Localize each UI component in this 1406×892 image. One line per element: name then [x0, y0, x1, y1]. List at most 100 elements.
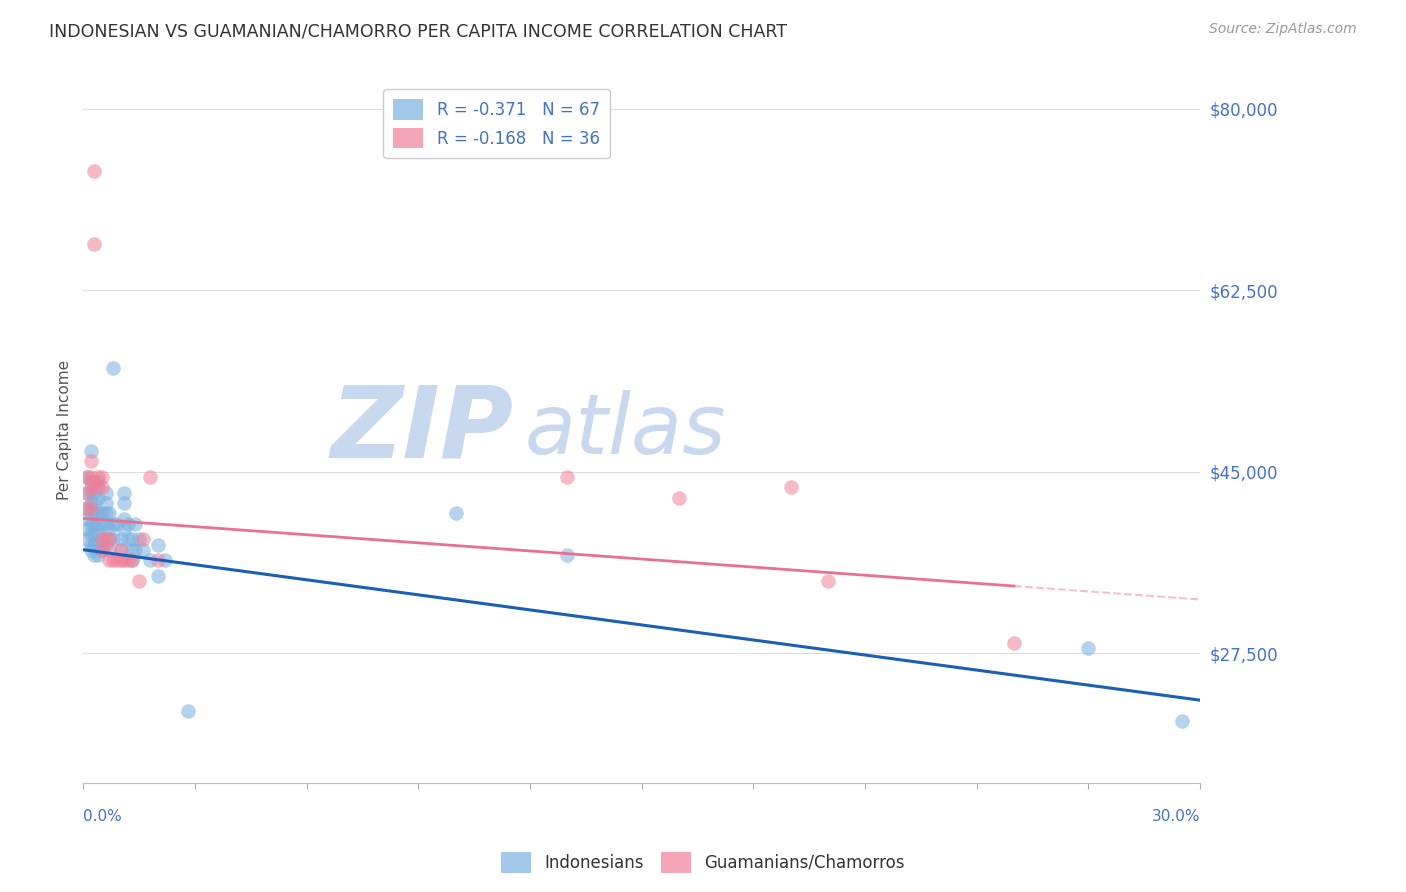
- Point: [87, 470, 110, 484]
- Point: [87, 507, 110, 521]
- Point: [80, 496, 103, 510]
- Legend: Indonesians, Guamanians/Chamorros: Indonesians, Guamanians/Chamorros: [495, 846, 911, 880]
- Point: [83, 475, 105, 490]
- Point: [83, 496, 105, 510]
- Point: [98, 553, 121, 567]
- Point: [80, 507, 103, 521]
- Point: [121, 542, 143, 557]
- Point: [779, 480, 801, 494]
- Point: [94, 516, 117, 531]
- Text: 0.0%: 0.0%: [83, 809, 122, 824]
- Point: [80, 454, 103, 468]
- Point: [80, 475, 103, 490]
- Point: [117, 533, 139, 547]
- Point: [80, 470, 103, 484]
- Point: [80, 542, 103, 557]
- Point: [87, 548, 110, 562]
- Point: [76, 470, 98, 484]
- Point: [101, 516, 124, 531]
- Point: [110, 533, 132, 547]
- Point: [117, 516, 139, 531]
- Point: [90, 480, 112, 494]
- Point: [146, 568, 169, 582]
- Point: [76, 533, 98, 547]
- Point: [105, 553, 128, 567]
- Point: [90, 542, 112, 557]
- Point: [132, 533, 155, 547]
- Point: [90, 507, 112, 521]
- Point: [83, 236, 105, 251]
- Point: [76, 485, 98, 500]
- Text: Source: ZipAtlas.com: Source: ZipAtlas.com: [1209, 22, 1357, 37]
- Point: [76, 522, 98, 536]
- Point: [94, 533, 117, 547]
- Point: [83, 485, 105, 500]
- Point: [80, 485, 103, 500]
- Point: [112, 553, 135, 567]
- Point: [817, 574, 839, 588]
- Point: [90, 516, 112, 531]
- Point: [128, 533, 150, 547]
- Point: [94, 485, 117, 500]
- Point: [98, 533, 121, 547]
- Point: [94, 496, 117, 510]
- Point: [76, 511, 98, 525]
- Point: [76, 485, 98, 500]
- Text: atlas: atlas: [524, 390, 725, 471]
- Point: [146, 553, 169, 567]
- Point: [110, 542, 132, 557]
- Point: [112, 485, 135, 500]
- Point: [80, 537, 103, 551]
- Point: [83, 527, 105, 541]
- Point: [80, 516, 103, 531]
- Point: [101, 553, 124, 567]
- Point: [76, 470, 98, 484]
- Point: [112, 522, 135, 536]
- Point: [1170, 714, 1192, 728]
- Point: [90, 542, 112, 557]
- Point: [1077, 641, 1099, 656]
- Point: [83, 548, 105, 562]
- Point: [668, 491, 690, 505]
- Point: [105, 516, 128, 531]
- Point: [153, 553, 176, 567]
- Point: [98, 542, 121, 557]
- Point: [83, 164, 105, 178]
- Text: INDONESIAN VS GUAMANIAN/CHAMORRO PER CAPITA INCOME CORRELATION CHART: INDONESIAN VS GUAMANIAN/CHAMORRO PER CAP…: [49, 22, 787, 40]
- Point: [176, 704, 198, 718]
- Point: [101, 533, 124, 547]
- Point: [1002, 636, 1025, 650]
- Point: [132, 542, 155, 557]
- Point: [94, 507, 117, 521]
- Point: [80, 501, 103, 516]
- Point: [87, 537, 110, 551]
- Point: [139, 553, 162, 567]
- Point: [110, 553, 132, 567]
- Point: [121, 553, 143, 567]
- Point: [121, 533, 143, 547]
- Point: [87, 491, 110, 505]
- Point: [124, 516, 146, 531]
- Point: [80, 444, 103, 458]
- Point: [98, 507, 121, 521]
- Point: [87, 475, 110, 490]
- Point: [80, 527, 103, 541]
- Point: [90, 533, 112, 547]
- Point: [555, 470, 578, 484]
- Y-axis label: Per Capita Income: Per Capita Income: [58, 360, 72, 500]
- Point: [83, 537, 105, 551]
- Text: ZIP: ZIP: [330, 382, 513, 479]
- Point: [94, 537, 117, 551]
- Point: [555, 548, 578, 562]
- Point: [112, 496, 135, 510]
- Point: [83, 516, 105, 531]
- Point: [146, 537, 169, 551]
- Point: [76, 501, 98, 516]
- Point: [139, 470, 162, 484]
- Point: [98, 522, 121, 536]
- Point: [90, 533, 112, 547]
- Point: [101, 361, 124, 376]
- Text: 30.0%: 30.0%: [1152, 809, 1201, 824]
- Legend: R = -0.371   N = 67, R = -0.168   N = 36: R = -0.371 N = 67, R = -0.168 N = 36: [384, 89, 610, 158]
- Point: [124, 542, 146, 557]
